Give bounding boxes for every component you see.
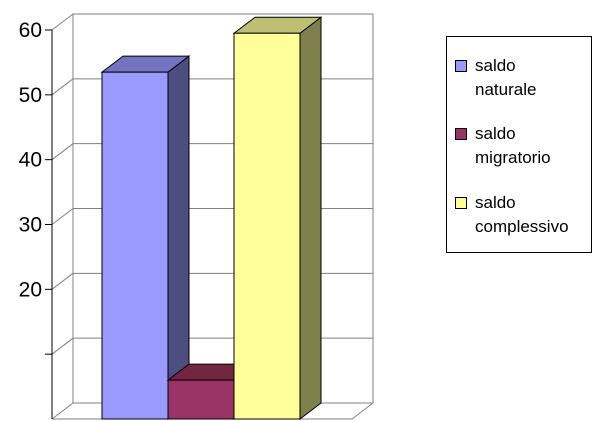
gridline-side-30 — [51, 208, 74, 225]
y-tick-label-50: 50 — [19, 84, 42, 107]
legend-label-line2: naturale — [475, 80, 537, 99]
bars — [100, 16, 323, 421]
gridline-side-60 — [51, 13, 74, 31]
legend-label-saldo-naturale: saldo naturale — [475, 54, 596, 102]
chart-walls — [51, 13, 374, 420]
gridline-side-10 — [51, 337, 74, 355]
y-axis: 20 30 40 50 60 — [19, 19, 53, 419]
legend-label-saldo-migratorio: saldo migratorio — [475, 122, 596, 170]
legend-label-saldo-complessivo: saldo complessivo — [475, 191, 596, 239]
legend-label-line1: saldo — [475, 56, 516, 75]
floor-left-edge — [51, 402, 74, 420]
gridline-side-40 — [51, 143, 74, 161]
bar-side-face — [299, 16, 322, 421]
legend-label-line1: saldo — [475, 193, 516, 212]
legend-swatch-saldo-migratorio — [455, 128, 467, 140]
bar-saldo-migratorio — [166, 363, 257, 421]
y-tick-label-40: 40 — [19, 149, 42, 172]
legend-swatch-saldo-naturale — [455, 60, 467, 72]
bar-front-face — [167, 379, 235, 420]
gridline-side-50 — [51, 78, 74, 96]
bar-saldo-complessivo — [232, 16, 323, 421]
y-tick-label-60: 60 — [19, 19, 42, 42]
legend-label-line2: complessivo — [475, 217, 569, 236]
legend-swatch-saldo-complessivo — [455, 197, 467, 209]
grid-lines — [51, 13, 373, 355]
y-tick-label-20: 20 — [19, 278, 42, 301]
bar-side-face — [167, 55, 190, 421]
floor-right-edge — [351, 402, 374, 420]
legend-label-line2: migratorio — [475, 148, 551, 167]
legend-label-line1: saldo — [475, 124, 516, 143]
gridline-side-20 — [51, 272, 74, 290]
bar-front-face — [233, 32, 301, 420]
bar-saldo-naturale — [100, 55, 191, 421]
bar-front-face — [101, 71, 169, 420]
legend: saldo naturale saldo migratorio saldo co… — [446, 36, 592, 253]
y-tick-label-30: 30 — [19, 214, 42, 237]
